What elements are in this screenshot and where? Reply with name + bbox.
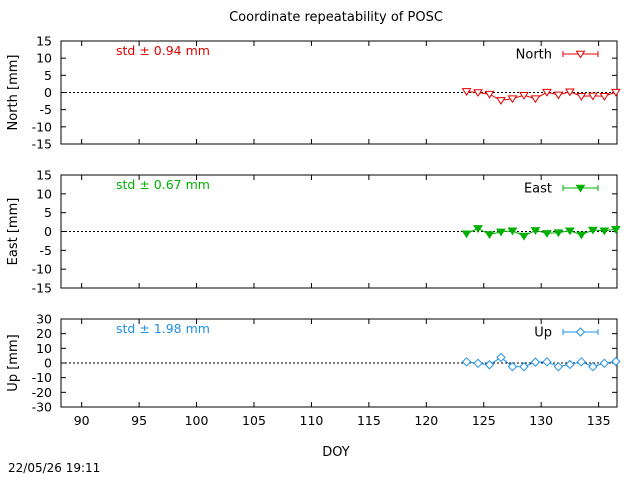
east-ytick-label: 5 bbox=[44, 205, 52, 220]
east-data-point bbox=[484, 231, 495, 240]
north-ytick-label: 5 bbox=[44, 68, 52, 83]
north-ytick-label: -15 bbox=[32, 137, 52, 152]
north-data-point bbox=[461, 88, 472, 97]
up-ytick-label: -20 bbox=[32, 385, 52, 400]
north-data-point bbox=[496, 97, 506, 105]
up-data-point bbox=[530, 357, 541, 367]
north-std-annotation: std ± 0.94 mm bbox=[116, 43, 210, 58]
up-xtick-label: 135 bbox=[587, 413, 611, 428]
up-xtick-label: 100 bbox=[185, 413, 209, 428]
up-ytick-label: 30 bbox=[36, 312, 52, 327]
up-data-point bbox=[588, 361, 598, 372]
east-data-point bbox=[576, 231, 587, 240]
up-xtick-label: 90 bbox=[74, 413, 90, 428]
north-ytick-label: -10 bbox=[32, 119, 52, 134]
east-data-point bbox=[519, 232, 529, 241]
up-data-point bbox=[461, 357, 472, 367]
up-xtick-label: 115 bbox=[357, 413, 381, 428]
north-data-point bbox=[576, 92, 587, 101]
up-xtick-label: 120 bbox=[414, 413, 438, 428]
up-data-point bbox=[496, 352, 506, 363]
up-data-point bbox=[507, 361, 518, 372]
east-legend-marker bbox=[575, 184, 586, 193]
up-y-axis-label: Up [mm] bbox=[6, 334, 21, 391]
up-ytick-label: 10 bbox=[36, 341, 52, 356]
up-data-point bbox=[473, 358, 483, 369]
north-ytick-label: 15 bbox=[36, 34, 52, 49]
up-data-point bbox=[599, 358, 610, 369]
east-std-annotation: std ± 0.67 mm bbox=[116, 177, 210, 192]
east-legend-label: East bbox=[524, 182, 552, 197]
up-data-point bbox=[576, 357, 587, 367]
east-ytick-label: -15 bbox=[32, 281, 52, 296]
east-data-point bbox=[599, 227, 610, 236]
north-data-point bbox=[507, 95, 518, 104]
east-panel: 15 10 5 0 -5 -10 -15 East [mm] std ± 0.67 mm East bbox=[6, 168, 621, 296]
north-data-point bbox=[530, 95, 541, 104]
east-ytick-label: 10 bbox=[36, 186, 52, 201]
north-data-point bbox=[599, 92, 610, 101]
north-data-point bbox=[484, 90, 495, 99]
up-legend-label: Up bbox=[534, 326, 552, 341]
up-xtick-label: 105 bbox=[242, 413, 266, 428]
up-data-point bbox=[565, 359, 575, 370]
north-data-point bbox=[542, 88, 552, 97]
east-ytick-label: 0 bbox=[44, 224, 52, 239]
east-ytick-label: 15 bbox=[36, 168, 52, 183]
up-data-point bbox=[519, 361, 529, 372]
north-legend-marker bbox=[575, 50, 586, 59]
up-xtick-label: 125 bbox=[472, 413, 496, 428]
north-ytick-label: 10 bbox=[36, 51, 52, 66]
east-data-point bbox=[553, 229, 564, 238]
north-data-point bbox=[610, 88, 621, 97]
north-y-axis-label: North [mm] bbox=[6, 55, 21, 131]
north-panel: 15 10 5 0 -5 -10 -15 North [mm] std ± 0.94 mm Nor… bbox=[6, 34, 621, 152]
north-data-point bbox=[564, 88, 575, 97]
east-ytick-label: -10 bbox=[32, 262, 52, 277]
north-legend-label: North bbox=[516, 48, 552, 63]
east-y-axis-label: East [mm] bbox=[6, 198, 21, 266]
east-data-point bbox=[507, 227, 518, 236]
east-data-point bbox=[610, 225, 621, 234]
north-data-point bbox=[473, 89, 483, 98]
x-axis-label: DOY bbox=[322, 445, 350, 460]
up-data-point bbox=[553, 361, 564, 372]
chart-title: Coordinate repeatability of POSC bbox=[229, 10, 443, 25]
north-ytick-label: 0 bbox=[44, 85, 52, 100]
up-ytick-label: -10 bbox=[32, 370, 52, 385]
up-ytick-label: 0 bbox=[44, 356, 52, 371]
up-legend-marker bbox=[575, 327, 586, 337]
east-data-point bbox=[542, 230, 552, 238]
east-data-point bbox=[496, 228, 506, 237]
east-ytick-label: -5 bbox=[40, 243, 52, 258]
up-xtick-label: 130 bbox=[529, 413, 553, 428]
up-xtick-label: 95 bbox=[131, 413, 147, 428]
up-data-point bbox=[611, 356, 621, 367]
up-data-point bbox=[542, 357, 552, 367]
north-data-point bbox=[519, 91, 529, 100]
up-xtick-label: 110 bbox=[300, 413, 324, 428]
up-ytick-label: -30 bbox=[32, 400, 52, 415]
north-data-point bbox=[553, 91, 564, 100]
north-ytick-label: -5 bbox=[40, 102, 52, 117]
timestamp: 22/05/26 19:11 bbox=[8, 461, 101, 475]
east-data-point bbox=[461, 230, 472, 239]
east-data-point bbox=[473, 225, 483, 234]
east-data-point bbox=[530, 227, 541, 235]
east-data-point bbox=[564, 227, 575, 236]
north-data-point bbox=[587, 92, 598, 101]
up-std-annotation: std ± 1.98 mm bbox=[116, 321, 210, 336]
east-data-point bbox=[587, 226, 598, 235]
up-data-point bbox=[484, 360, 495, 370]
up-ytick-label: 20 bbox=[36, 326, 52, 341]
